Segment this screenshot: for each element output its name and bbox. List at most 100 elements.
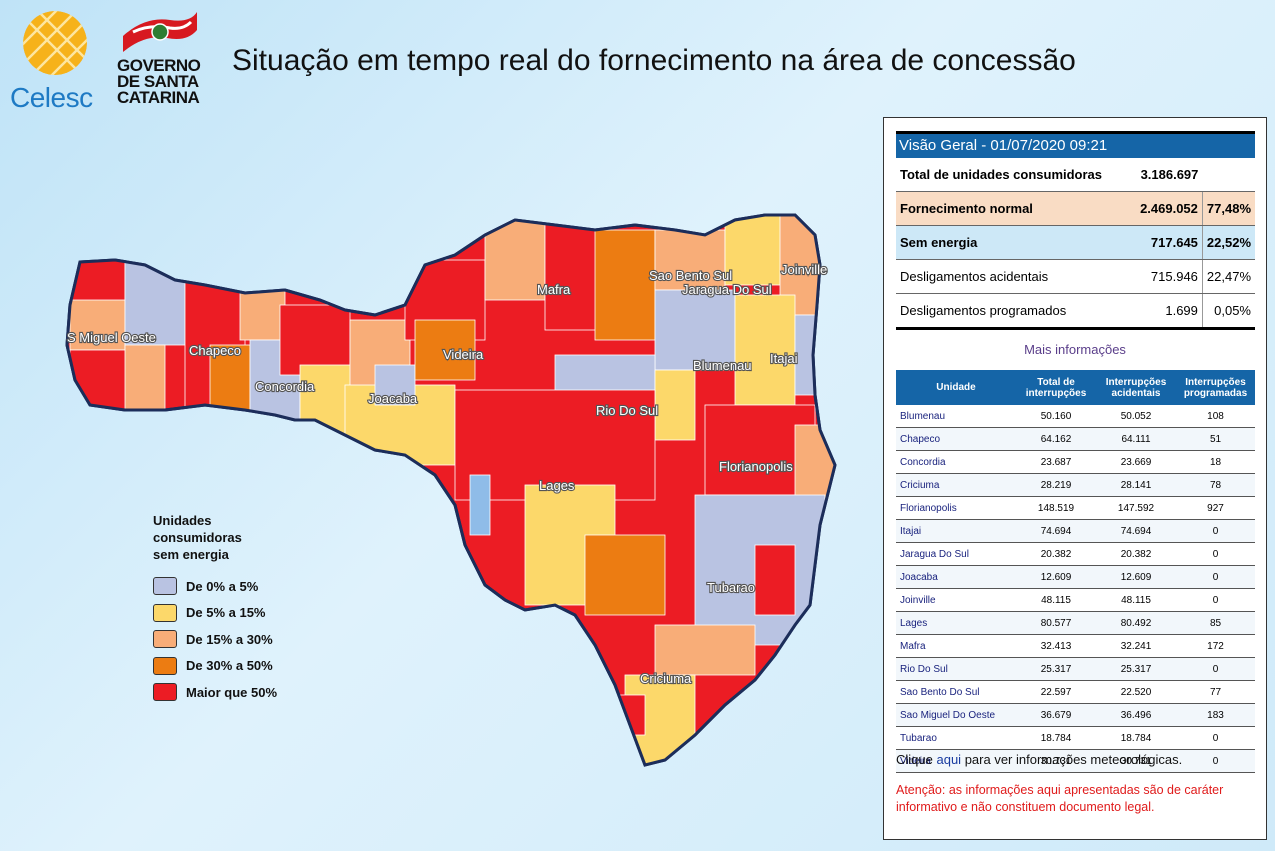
city-label-rio-do-sul: Rio Do Sul bbox=[596, 403, 658, 418]
legend-swatch bbox=[153, 603, 177, 622]
table-cell: 25.317 bbox=[1096, 657, 1176, 681]
unit-name-link[interactable]: Videira bbox=[896, 749, 1016, 773]
unit-name-link[interactable]: Joinville bbox=[896, 588, 1016, 612]
stats-value: 717.645 bbox=[1129, 225, 1203, 260]
table-cell: 36.679 bbox=[1016, 703, 1096, 727]
table-cell: 50.160 bbox=[1016, 405, 1096, 428]
table-row: Sao Bento Do Sul 22.597 22.520 77 bbox=[896, 680, 1255, 704]
table-cell: 0 bbox=[1176, 542, 1255, 566]
table-cell: 147.592 bbox=[1096, 496, 1176, 520]
table-row: Lages 80.577 80.492 85 bbox=[896, 611, 1255, 635]
table-row: Joinville 48.115 48.115 0 bbox=[896, 588, 1255, 612]
more-info-link[interactable]: Mais informações bbox=[1024, 342, 1126, 357]
table-cell: 18 bbox=[1176, 450, 1255, 474]
stats-value: 3.186.697 bbox=[1129, 158, 1203, 192]
table-cell: 74.694 bbox=[1096, 519, 1176, 543]
unit-name-link[interactable]: Tubarao bbox=[896, 726, 1016, 750]
legend-item: Maior que 50% bbox=[153, 679, 277, 706]
legend-item: De 15% a 30% bbox=[153, 626, 277, 653]
table-cell: 30.731 bbox=[1016, 749, 1096, 773]
region-mafra-salmon bbox=[484, 219, 546, 301]
region-lages-orange bbox=[584, 534, 666, 616]
table-cell: 80.577 bbox=[1016, 611, 1096, 635]
city-label-tubarao: Tubarao bbox=[707, 580, 755, 595]
government-logo-text: GOVERNO DE SANTA CATARINA bbox=[117, 56, 201, 107]
region-tubarao-red bbox=[754, 544, 796, 616]
unit-name-link[interactable]: Chapeco bbox=[896, 427, 1016, 451]
table-row: Criciuma 28.219 28.141 78 bbox=[896, 473, 1255, 497]
region-videira-orange bbox=[414, 319, 476, 381]
units-table: Unidade Total de interrupções Interrupçõ… bbox=[896, 370, 1255, 773]
stats-row-no-power: Sem energia 717.645 22,52% bbox=[896, 225, 1255, 260]
city-label-jaragua: Jaragua Do Sul bbox=[682, 282, 772, 297]
region-rio-do-sul-yellow bbox=[654, 369, 696, 441]
city-label-sao-miguel: S Miguel Oeste bbox=[67, 330, 156, 345]
unit-name-link[interactable]: Lages bbox=[896, 611, 1016, 635]
table-cell: 74.694 bbox=[1016, 519, 1096, 543]
santa-catarina-map: S Miguel Oeste Chapeco Concordia Joacaba… bbox=[65, 213, 837, 767]
stats-percent: 22,47% bbox=[1201, 259, 1255, 294]
table-row: Sao Miguel Do Oeste 36.679 36.496 183 bbox=[896, 703, 1255, 727]
map-legend: Unidades consumidoras sem energia De 0% … bbox=[153, 512, 277, 706]
table-cell: 0 bbox=[1176, 565, 1255, 589]
unit-name-link[interactable]: Jaragua Do Sul bbox=[896, 542, 1016, 566]
table-cell: 12.609 bbox=[1016, 565, 1096, 589]
table-cell: 50.052 bbox=[1096, 405, 1176, 428]
stats-row-accidental: Desligamentos acidentais 715.946 22,47% bbox=[896, 259, 1255, 294]
table-cell: 80.492 bbox=[1096, 611, 1176, 635]
table-cell: 927 bbox=[1176, 496, 1255, 520]
unit-name-link[interactable]: Concordia bbox=[896, 450, 1016, 474]
city-label-itajai: Itajai bbox=[770, 351, 798, 366]
table-cell: 23.687 bbox=[1016, 450, 1096, 474]
table-cell: 51 bbox=[1176, 427, 1255, 451]
stats-percent bbox=[1202, 158, 1255, 192]
table-cell: 64.111 bbox=[1096, 427, 1176, 451]
unit-name-link[interactable]: Sao Bento Do Sul bbox=[896, 680, 1016, 704]
unit-name-link[interactable]: Blumenau bbox=[896, 405, 1016, 428]
city-label-joinville: Joinville bbox=[781, 262, 827, 277]
stats-percent: 22,52% bbox=[1201, 225, 1255, 260]
celesc-logo: Celesc bbox=[10, 10, 100, 113]
table-cell: 22.520 bbox=[1096, 680, 1176, 704]
unit-name-link[interactable]: Itajai bbox=[896, 519, 1016, 543]
table-row: Concordia 23.687 23.669 18 bbox=[896, 450, 1255, 474]
unit-name-link[interactable]: Rio Do Sul bbox=[896, 657, 1016, 681]
legend-label: De 15% a 30% bbox=[186, 631, 273, 647]
table-row: Blumenau 50.160 50.052 108 bbox=[896, 405, 1255, 428]
weather-link[interactable]: aqui bbox=[936, 752, 962, 767]
unit-name-link[interactable]: Joacaba bbox=[896, 565, 1016, 589]
region-criciuma-salmon bbox=[654, 624, 756, 676]
stats-label: Total de unidades consumidoras bbox=[896, 158, 1130, 192]
city-label-concordia: Concordia bbox=[255, 379, 315, 394]
column-header-scheduled: Interrupções programadas bbox=[1176, 370, 1255, 405]
city-label-florianopolis: Florianopolis bbox=[719, 459, 793, 474]
unit-name-link[interactable]: Mafra bbox=[896, 634, 1016, 658]
table-cell: 48.115 bbox=[1016, 588, 1096, 612]
region-joacaba-blue bbox=[374, 364, 416, 406]
stats-label: Sem energia bbox=[896, 225, 1130, 260]
region-joinville-yellow bbox=[724, 215, 786, 286]
table-cell: 48.115 bbox=[1096, 588, 1176, 612]
stats-row-scheduled: Desligamentos programados 1.699 0,05% bbox=[896, 293, 1255, 330]
legend-item: De 30% a 50% bbox=[153, 653, 277, 680]
table-cell: 18.784 bbox=[1016, 726, 1096, 750]
unit-name-link[interactable]: Sao Miguel Do Oeste bbox=[896, 703, 1016, 727]
unit-name-link[interactable]: Florianopolis bbox=[896, 496, 1016, 520]
units-table-header: Unidade Total de interrupções Interrupçõ… bbox=[896, 370, 1255, 405]
unit-name-link[interactable]: Criciuma bbox=[896, 473, 1016, 497]
table-cell: 0 bbox=[1176, 657, 1255, 681]
city-label-videira: Videira bbox=[443, 347, 484, 362]
legend-swatch bbox=[153, 656, 177, 675]
city-label-chapeco: Chapeco bbox=[189, 343, 241, 358]
column-header-unit: Unidade bbox=[896, 370, 1016, 405]
table-cell: 0 bbox=[1176, 726, 1255, 750]
table-cell: 36.496 bbox=[1096, 703, 1176, 727]
stats-row-total: Total de unidades consumidoras 3.186.697 bbox=[896, 158, 1255, 192]
units-table-body: Blumenau 50.160 50.052 108 Chapeco 64.162 64.1… bbox=[896, 405, 1255, 773]
city-label-sao-bento: Sao Bento Sul bbox=[649, 268, 732, 283]
stats-label: Desligamentos acidentais bbox=[896, 259, 1130, 294]
table-cell: 18.784 bbox=[1096, 726, 1176, 750]
table-cell: 20.382 bbox=[1016, 542, 1096, 566]
table-cell: 23.669 bbox=[1096, 450, 1176, 474]
weather-note: Clique aqui para ver informações meteoro… bbox=[896, 752, 1182, 767]
